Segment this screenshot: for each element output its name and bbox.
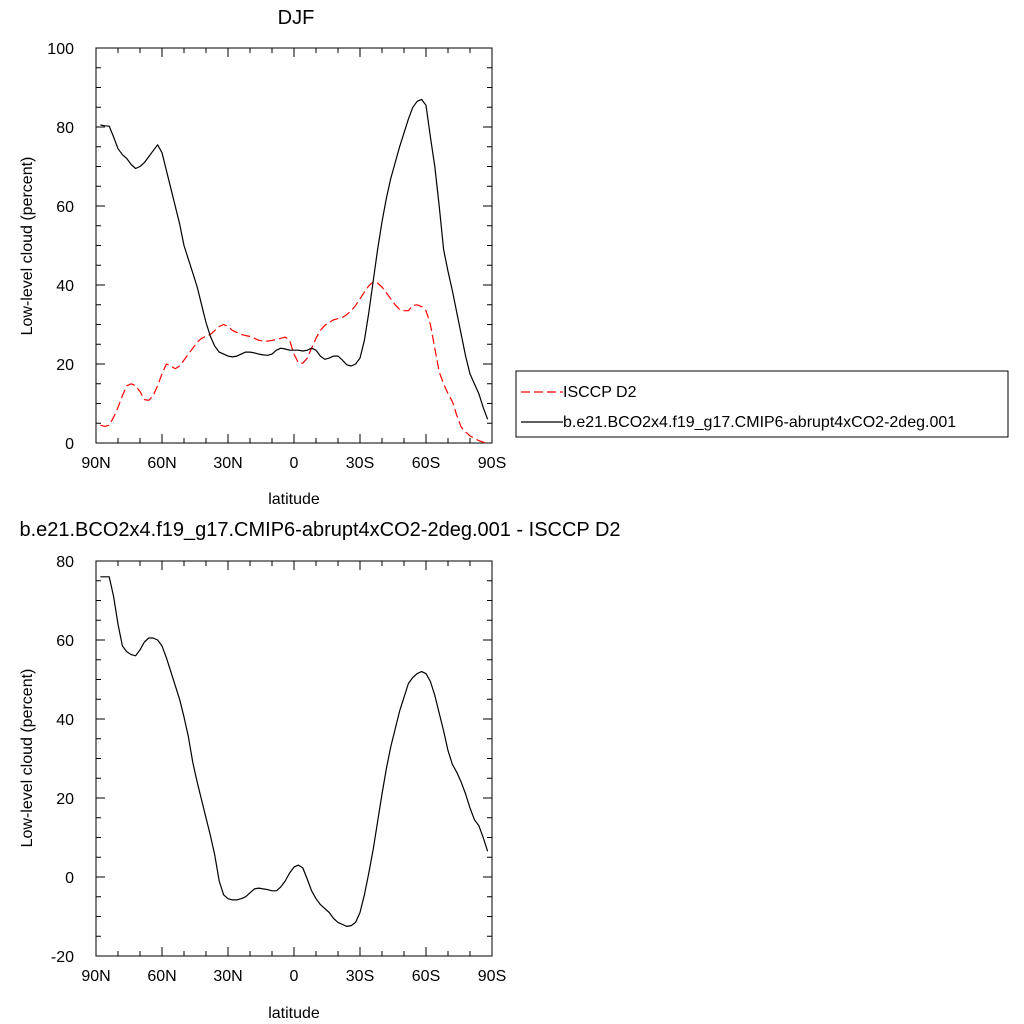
bottom-y-tick-label: 60 [56,633,74,650]
bottom-y-tick-label: 20 [56,791,74,808]
bottom-panel: b.e21.BCO2x4.f19_g17.CMIP6-abrupt4xCO2-2… [19,519,621,1022]
bottom-x-tick-label: 30S [346,968,374,985]
top-y-tick-label: 80 [56,120,74,137]
top-plot-frame [95,47,493,444]
top-x-tick-label: 30S [346,455,374,472]
top-y-tick-label: 60 [56,199,74,216]
legend-box [515,370,1009,438]
bottom-x-tick-label: 60S [412,968,440,985]
legend: ISCCP D2 b.e21.BCO2x4.f19_g17.CMIP6-abru… [515,370,1009,438]
bottom-y-tick-label: 40 [56,712,74,729]
top-x-tick-label: 90S [478,455,506,472]
legend-label-isccp: ISCCP D2 [563,384,637,401]
bottom-y-axis-label: Low-level cloud (percent) [19,669,36,848]
bottom-y-tick-label: 0 [65,870,74,887]
bottom-y-tick-label: -20 [51,949,74,966]
top-series-line-0 [100,281,488,444]
bottom-series-line-0 [100,576,489,928]
top-x-tick-label: 60S [412,455,440,472]
bottom-x-tick-label: 30N [213,968,242,985]
bottom-x-axis-label: latitude [268,1005,320,1022]
bottom-plot-frame [95,560,493,957]
bottom-x-tick-label: 0 [290,968,299,985]
top-y-tick-label: 100 [47,41,74,58]
top-x-tick-label: 60N [147,455,176,472]
top-y-tick-label: 40 [56,278,74,295]
top-x-axis-label: latitude [268,491,320,508]
top-x-tick-label: 90N [81,455,110,472]
top-chart-title: DJF [278,7,315,29]
bottom-x-tick-label: 60N [147,968,176,985]
top-y-tick-label: 20 [56,357,74,374]
top-series-line-1 [100,98,489,420]
top-y-tick-label: 0 [65,436,74,453]
bottom-x-tick-label: 90N [81,968,110,985]
bottom-chart-title: b.e21.BCO2x4.f19_g17.CMIP6-abrupt4xCO2-2… [19,519,620,541]
top-y-axis-label: Low-level cloud (percent) [19,157,36,336]
bottom-x-tick-label: 90S [478,968,506,985]
legend-label-model: b.e21.BCO2x4.f19_g17.CMIP6-abrupt4xCO2-2… [563,414,956,431]
top-x-tick-label: 30N [213,455,242,472]
bottom-y-tick-label: 80 [56,554,74,571]
top-x-tick-label: 0 [290,455,299,472]
top-panel: DJF 90N 60N 30N 0 30S 60S 90S 0 20 40 60 80 100 lati… [19,7,1009,508]
